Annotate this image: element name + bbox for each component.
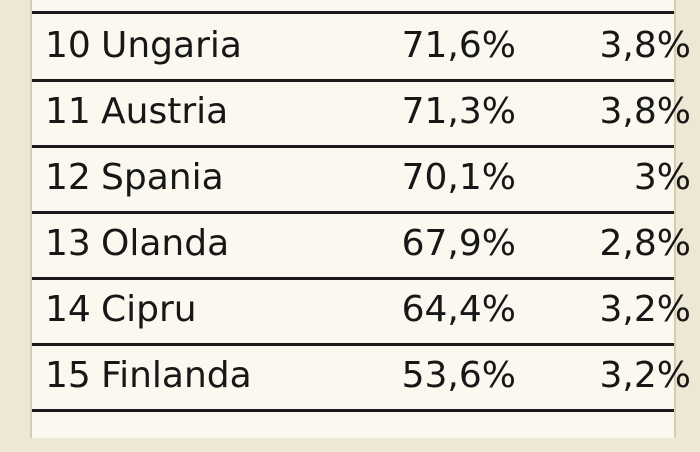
table-row: 15 Finlanda 53,6% 3,2% xyxy=(32,346,691,412)
second-percentage-cell: 3,2% xyxy=(599,289,691,330)
country-cell: Olanda xyxy=(101,223,230,264)
second-percentage-cell: 3,8% xyxy=(599,25,691,66)
table-row: 13 Olanda 67,9% 2,8% xyxy=(32,214,691,280)
second-percentage-cell: 2,8% xyxy=(599,223,691,264)
country-cell: Cipru xyxy=(101,289,197,330)
first-percentage-cell: 71,6% xyxy=(401,25,516,66)
second-percentage-cell: 3,2% xyxy=(599,355,691,396)
rank-cell: 14 xyxy=(45,289,91,330)
rank-cell: 13 xyxy=(45,223,91,264)
country-cell: Ungaria xyxy=(101,25,242,66)
rank-cell: 11 xyxy=(45,91,91,132)
table-row-cropped-bottom xyxy=(32,422,674,452)
first-percentage-cell: 70,1% xyxy=(401,157,516,198)
first-percentage-cell: 71,3% xyxy=(401,91,516,132)
country-cell: Spania xyxy=(101,157,224,198)
table-row-cropped-top xyxy=(32,0,674,14)
table-row: 11 Austria 71,3% 3,8% xyxy=(32,82,691,148)
first-percentage-cell: 53,6% xyxy=(401,355,516,396)
rank-cell: 15 xyxy=(45,355,91,396)
rank-cell: 12 xyxy=(45,157,91,198)
country-cell: Finlanda xyxy=(101,355,252,396)
second-percentage-cell: 3,8% xyxy=(599,91,691,132)
data-table: 10 Ungaria 71,6% 3,8% 11 Austria 71,3% 3… xyxy=(30,0,691,438)
second-percentage-cell: 3% xyxy=(633,157,691,198)
first-percentage-cell: 64,4% xyxy=(401,289,516,330)
table-row: 10 Ungaria 71,6% 3,8% xyxy=(32,16,691,82)
table-row: 14 Cipru 64,4% 3,2% xyxy=(32,280,691,346)
country-cell: Austria xyxy=(101,91,229,132)
first-percentage-cell: 67,9% xyxy=(401,223,516,264)
rank-cell: 10 xyxy=(45,25,91,66)
table-row: 12 Spania 70,1% 3% xyxy=(32,148,691,214)
